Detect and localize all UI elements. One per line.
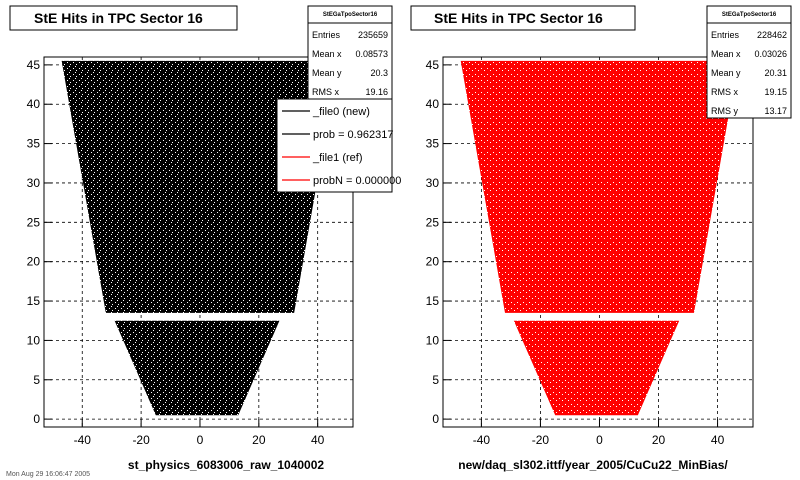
legend-label: prob = 0.962317 [313,129,393,141]
hits-right [460,60,739,416]
legend-label: _file0 (new) [312,106,370,118]
y-tick-label: 20 [426,255,440,269]
y-tick-label: 5 [432,373,439,387]
stat-label: RMS x [711,87,739,97]
y-tick-label: 30 [27,176,41,190]
y-tick-label: 10 [426,333,440,347]
y-tick-label: 25 [27,215,41,229]
y-tick-label: 15 [426,294,440,308]
x-tick-label: 40 [311,433,325,447]
legend: _file0 (new) prob = 0.962317 _file1 (ref) p… [276,98,401,193]
y-tick-label: 45 [426,58,440,72]
stat-value: 228462 [757,30,787,40]
x-tick-label: -20 [532,433,550,447]
x-tick-label: -20 [132,433,150,447]
hit-region-outer [61,60,339,313]
stat-value: 20.31 [764,68,787,78]
stat-label: Entries [312,30,341,40]
y-tick-label: 35 [27,137,41,151]
stat-label: Mean y [711,68,741,78]
stats-name-left: StEGaTpoSector16 [323,12,378,18]
footer-timestamp: Mon Aug 29 16:06:47 2005 [6,471,90,478]
stats-box-right: StEGaTpoSector16 Entries 228462 Mean x 0.03… [706,5,792,119]
y-tick-label: 20 [27,255,41,269]
y-ticks-left: 0 5 10 15 20 25 30 35 40 45 [27,58,52,426]
x-tick-label: -40 [473,433,491,447]
chart-title-left: StE Hits in TPC Sector 16 [34,10,203,26]
stat-label: RMS x [312,87,340,97]
hit-region-inner [114,320,280,416]
hit-region-inner [513,320,680,416]
stat-value: 20.3 [370,68,388,78]
stat-label: Entries [711,30,740,40]
y-tick-label: 30 [426,176,440,190]
stats-name-right: StEGaTpoSector16 [722,12,777,18]
x-ticks-left: -40 -20 0 20 40 [74,419,325,447]
title-box-left [9,5,238,31]
stat-value: 19.15 [764,87,787,97]
stat-value: 0.03026 [754,49,787,59]
y-ticks-right: 0 5 10 15 20 25 30 35 40 45 [426,58,451,426]
stat-label: Mean y [312,68,342,78]
y-tick-label: 40 [27,97,41,111]
x-tick-label: 0 [596,433,603,447]
hit-region-outer [460,60,739,313]
y-tick-label: 40 [426,97,440,111]
stat-value: 19.16 [365,87,388,97]
y-tick-label: 0 [432,412,439,426]
y-tick-label: 10 [27,333,41,347]
y-tick-label: 25 [426,215,440,229]
caption-left: st_physics_6083006_raw_1040002 [128,458,324,472]
stats-box-left: StEGaTpoSector16 Entries 235659 Mean x 0.08… [307,5,393,103]
stat-value: 235659 [358,30,388,40]
y-tick-label: 5 [33,373,40,387]
stat-value: 0.08573 [355,49,388,59]
x-tick-label: 40 [711,433,725,447]
panel-left: StE Hits in TPC Sector 16 -40 -20 0 20 40 0 5… [9,5,354,472]
stat-value: 13.17 [764,106,787,116]
x-tick-label: 20 [652,433,666,447]
caption-right: new/daq_sl302.ittf/year_2005/CuCu22_MinB… [458,458,728,472]
y-tick-label: 15 [27,294,41,308]
x-tick-label: 0 [197,433,204,447]
y-tick-label: 35 [426,137,440,151]
x-tick-label: -40 [74,433,92,447]
chart-title-right: StE Hits in TPC Sector 16 [434,10,603,26]
y-tick-label: 45 [27,58,41,72]
y-tick-label: 0 [33,412,40,426]
x-ticks-right: -40 -20 0 20 40 [473,419,725,447]
title-box-right [410,5,636,31]
stat-label: RMS y [711,106,739,116]
stat-label: Mean x [312,49,342,59]
panel-right: StE Hits in TPC Sector 16 -40 -20 0 20 40 0 5… [410,5,754,472]
x-tick-label: 20 [252,433,266,447]
stat-label: Mean x [711,49,741,59]
legend-label: _file1 (ref) [312,152,363,164]
hits-left [61,60,339,416]
legend-label: probN = 0.000000 [313,175,401,187]
